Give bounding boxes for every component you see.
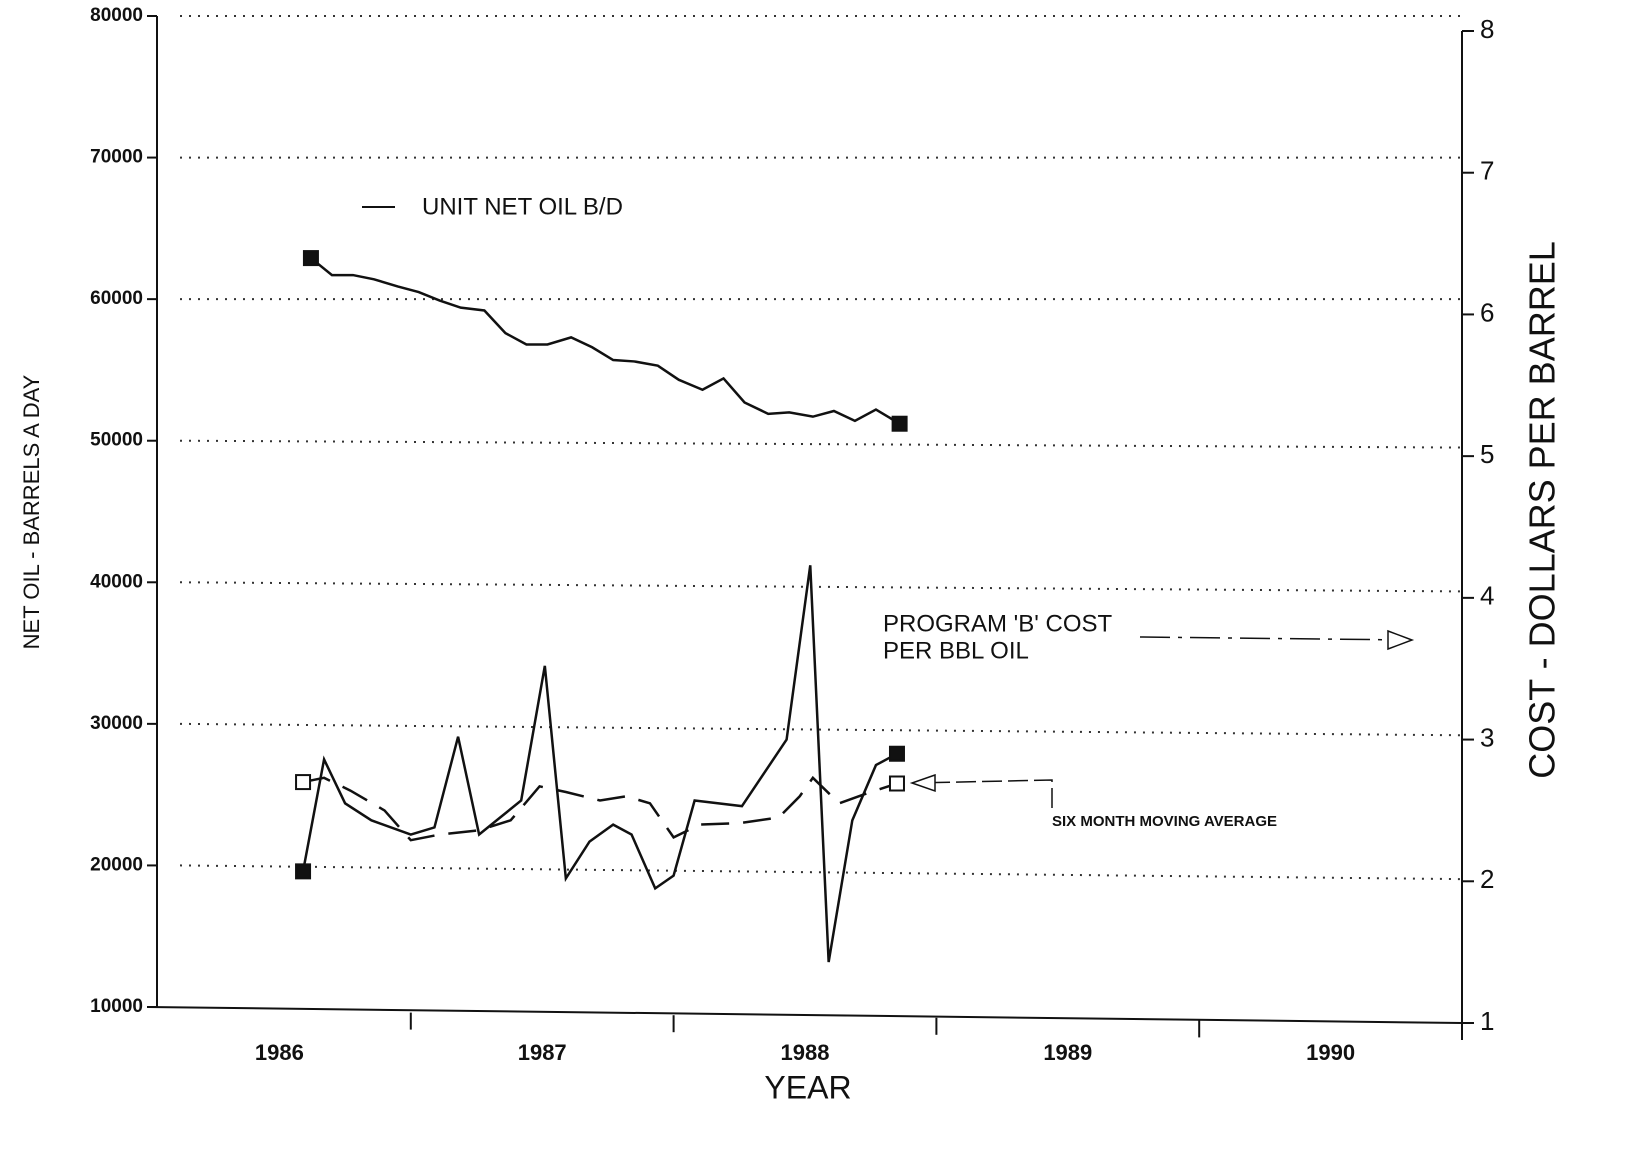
arrow	[1139, 636, 1411, 641]
x-axis-label: YEAR	[764, 1069, 851, 1105]
x-tick-label: 1988	[781, 1040, 830, 1065]
y-tick-label: 60000	[90, 288, 143, 309]
y2-tick-label: 8	[1480, 14, 1494, 44]
arrowhead	[909, 773, 936, 793]
y2-axis-label: COST - DOLLARS PER BARREL	[1522, 241, 1563, 779]
x-tick-label: 1989	[1043, 1040, 1092, 1065]
y2-tick-label: 2	[1480, 864, 1494, 894]
marker	[888, 745, 905, 762]
y-tick-label: 50000	[90, 430, 143, 451]
x-tick-label: 1987	[518, 1040, 567, 1065]
marker	[302, 250, 319, 267]
annotation: PROGRAM 'B' COST	[883, 610, 1113, 637]
y2-tick-label: 1	[1480, 1006, 1494, 1036]
marker	[295, 863, 312, 880]
arrowhead	[1387, 629, 1415, 651]
arrow	[914, 779, 1053, 808]
y2-tick-label: 5	[1480, 439, 1494, 469]
y-tick-label: 30000	[90, 713, 143, 734]
x-axis	[147, 1006, 1463, 1024]
grid-line	[179, 439, 1463, 449]
y-tick-label: 10000	[90, 996, 143, 1017]
y-tick-label: 40000	[90, 571, 143, 592]
marker	[295, 774, 312, 791]
marker	[891, 415, 908, 432]
marker	[888, 775, 905, 792]
y-tick-label: 70000	[90, 147, 143, 168]
y2-tick-label: 7	[1480, 156, 1494, 186]
y-axis-label: NET OIL - BARRELS A DAY	[19, 374, 44, 649]
y-tick-label: 80000	[90, 5, 143, 26]
y2-tick-label: 6	[1480, 297, 1494, 327]
x-tick-label: 1986	[255, 1040, 304, 1065]
series-line	[301, 565, 898, 963]
annotation: PER BBL OIL	[883, 637, 1029, 664]
y-tick-label: 20000	[90, 854, 143, 875]
series-line	[302, 775, 898, 842]
x-tick-label: 1990	[1306, 1040, 1355, 1065]
series-line	[310, 257, 901, 425]
legend-label: UNIT NET OIL B/D	[422, 193, 623, 220]
y2-tick-label: 3	[1480, 722, 1494, 752]
grid-line	[179, 722, 1463, 737]
grid-line	[179, 581, 1463, 593]
grid-line	[179, 864, 1463, 881]
y2-tick-label: 4	[1480, 581, 1494, 611]
annotation: SIX MONTH MOVING AVERAGE	[1052, 813, 1277, 830]
